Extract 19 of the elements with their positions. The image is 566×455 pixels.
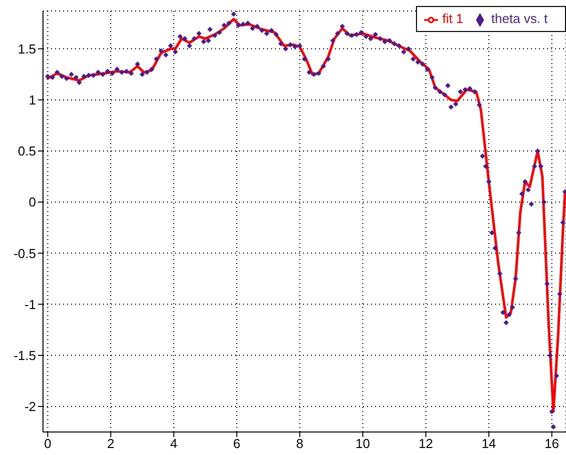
legend-label: fit 1 xyxy=(442,11,464,26)
x-tick-label: 6 xyxy=(233,436,240,452)
x-tick-label: 16 xyxy=(544,436,560,452)
x-tick-label: 4 xyxy=(170,436,178,452)
x-tick-label: 12 xyxy=(418,436,434,452)
x-tick-label: 8 xyxy=(296,436,304,452)
y-tick-label: 0 xyxy=(28,194,36,210)
legend-label: theta vs. t xyxy=(491,11,548,26)
x-tick-label: 2 xyxy=(107,436,114,452)
y-tick-label: -2 xyxy=(24,399,36,414)
x-tick-label: 14 xyxy=(482,436,496,452)
y-tick-label: -1.5 xyxy=(14,348,36,363)
y-tick-label: -0.5 xyxy=(14,246,36,261)
x-tick-label: 10 xyxy=(356,436,370,452)
y-tick-label: 1.5 xyxy=(18,41,36,56)
y-tick-label: -1 xyxy=(24,296,36,312)
x-tick-label: 0 xyxy=(44,436,52,452)
y-tick-label: 0.5 xyxy=(18,144,36,159)
y-tick-label: 1 xyxy=(28,92,36,108)
